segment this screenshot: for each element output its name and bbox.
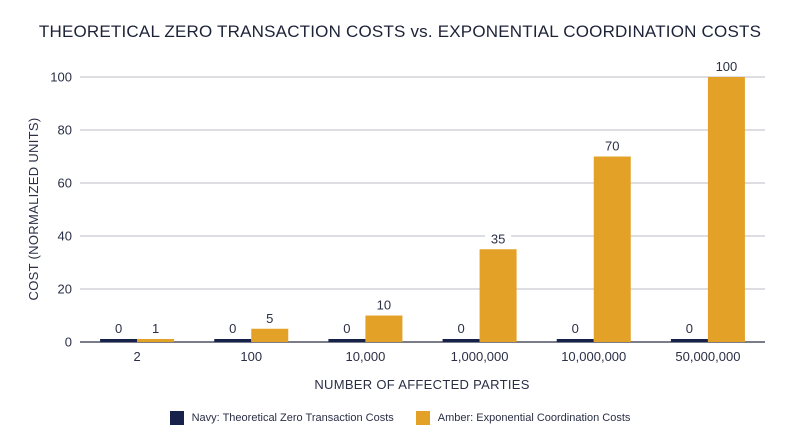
legend-swatch-navy xyxy=(169,411,184,425)
bar-amber xyxy=(707,77,745,342)
bar-amber xyxy=(251,328,289,342)
bar-navy xyxy=(100,339,138,342)
bars xyxy=(100,77,745,342)
data-label-background xyxy=(337,320,356,336)
bar-amber xyxy=(593,156,631,342)
gridlines xyxy=(80,76,765,343)
bar-amber xyxy=(365,315,403,342)
data-label-background xyxy=(452,320,471,336)
x-tick-label: 10,000,000 xyxy=(561,349,626,364)
bar-amber xyxy=(479,249,517,342)
data-label-background xyxy=(109,320,128,336)
y-axis-title: COST (NORMALIZED UNITS) xyxy=(26,118,41,301)
data-label-background xyxy=(566,320,585,336)
data-label: 70 xyxy=(605,139,619,154)
legend-swatch-amber xyxy=(415,411,430,425)
data-label: 100 xyxy=(716,59,738,74)
data-label: 0 xyxy=(343,321,350,336)
legend-item-navy: Navy: Theoretical Zero Transaction Costs xyxy=(169,411,394,425)
data-label: 0 xyxy=(686,321,693,336)
data-label: 0 xyxy=(229,321,236,336)
bar-navy xyxy=(328,339,366,342)
legend-label-navy: Navy: Theoretical Zero Transaction Costs xyxy=(191,412,394,424)
data-label-background xyxy=(370,296,397,313)
legend-label-amber: Amber: Exponential Coordination Costs xyxy=(437,412,631,424)
bar-navy xyxy=(214,339,252,342)
legend-item-amber: Amber: Exponential Coordination Costs xyxy=(415,411,631,425)
data-label-background xyxy=(599,137,626,154)
data-label-background xyxy=(485,230,512,247)
data-label: 1 xyxy=(152,321,159,336)
legend: Navy: Theoretical Zero Transaction Costs… xyxy=(0,411,800,425)
y-tick-label: 60 xyxy=(58,176,72,191)
x-tick-label: 50,000,000 xyxy=(675,349,740,364)
data-label-background xyxy=(146,320,165,336)
bar-amber xyxy=(137,339,175,342)
y-tick-label: 80 xyxy=(58,123,72,138)
y-tick-label: 40 xyxy=(58,229,72,244)
y-tick-label: 0 xyxy=(65,335,72,350)
data-label-background xyxy=(680,320,699,336)
bar-navy xyxy=(442,339,480,342)
x-tick-label: 100 xyxy=(240,349,262,364)
data-label-background xyxy=(223,320,242,336)
x-axis-title: NUMBER OF AFFECTED PARTIES xyxy=(314,377,529,392)
data-label: 5 xyxy=(266,311,273,326)
bar-navy xyxy=(556,339,594,342)
data-label: 0 xyxy=(457,321,464,336)
data-label-background xyxy=(260,309,279,326)
data-label: 10 xyxy=(377,298,391,313)
data-label-background xyxy=(709,58,744,74)
data-label: 0 xyxy=(572,321,579,336)
y-tick-label: 100 xyxy=(50,70,72,85)
chart-title: THEORETICAL ZERO TRANSACTION COSTS vs. E… xyxy=(38,22,762,41)
data-label: 0 xyxy=(115,321,122,336)
x-tick-label: 2 xyxy=(133,349,140,364)
x-tick-label: 1,000,000 xyxy=(451,349,509,364)
data-label: 35 xyxy=(491,231,505,246)
y-tick-label: 20 xyxy=(58,282,72,297)
x-tick-label: 10,000 xyxy=(346,349,386,364)
bar-navy xyxy=(670,339,708,342)
